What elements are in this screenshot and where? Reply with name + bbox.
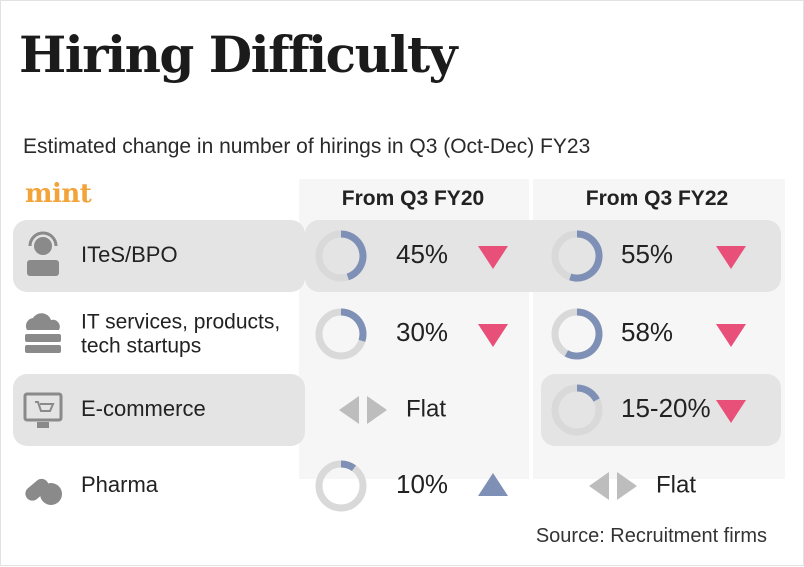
- chart-subtitle: Estimated change in number of hirings in…: [23, 135, 591, 158]
- flat-right-arrow-icon: [617, 472, 637, 500]
- sector-label: IT services, products,: [81, 311, 280, 334]
- monitor-shape: [23, 392, 63, 422]
- head-shape: [34, 237, 52, 255]
- row-highlight: [305, 220, 781, 292]
- sector-label: E-commerce: [81, 396, 206, 421]
- capsule-shape: [25, 478, 49, 501]
- cell-value: 30%: [396, 317, 448, 347]
- ring-fill: [564, 308, 603, 360]
- sector-label: tech startups: [81, 335, 201, 358]
- mint-logo: mint: [25, 179, 92, 209]
- up-arrow-icon: [478, 473, 508, 496]
- ring-track: [315, 460, 367, 512]
- flat-right-arrow-icon: [367, 396, 387, 424]
- ring-fill: [340, 308, 367, 342]
- cell-value: Flat: [406, 395, 446, 422]
- table-row: ITeS/BPO 45% 55%: [13, 220, 781, 292]
- cell-value: 58%: [621, 317, 673, 347]
- down-arrow-icon: [478, 324, 508, 347]
- column-header-fy22: From Q3 FY22: [585, 187, 729, 210]
- source-note: Source: Recruitment firms: [535, 525, 767, 547]
- down-arrow-icon: [716, 246, 746, 269]
- page-title: Hiring Difficulty: [19, 25, 458, 84]
- table-row: Pharma 10% Flat: [25, 460, 696, 512]
- ring-fill: [340, 230, 367, 281]
- pill-shape: [40, 483, 62, 505]
- server-slot: [25, 345, 61, 353]
- cart-shape: [35, 401, 55, 412]
- row-highlight: [13, 374, 305, 446]
- flat-left-arrow-icon: [589, 472, 609, 500]
- cell-value: 55%: [621, 239, 673, 269]
- sector-label: Pharma: [81, 472, 159, 497]
- headset-person-icon: [27, 231, 59, 276]
- laptop-shape: [27, 260, 59, 276]
- ring-fill: [576, 384, 600, 402]
- cell-value: 15-20%: [621, 393, 711, 423]
- server-slot: [25, 334, 61, 342]
- headset-band: [28, 231, 58, 247]
- table-row: IT services, products,tech startups 30% 58…: [25, 308, 746, 360]
- cell-value: 45%: [396, 239, 448, 269]
- ring-fill: [569, 230, 603, 282]
- cloud-server-icon: [25, 313, 61, 353]
- cloud-shape: [25, 313, 60, 330]
- monitor-stand: [37, 422, 49, 428]
- column-header-fy20: From Q3 FY20: [341, 187, 485, 210]
- down-arrow-icon: [478, 246, 508, 269]
- table-row: E-commerce Flat 15-20%: [13, 374, 781, 446]
- down-arrow-icon: [716, 400, 746, 423]
- row-highlight: [541, 374, 781, 446]
- monitor-cart-icon: [23, 392, 63, 428]
- ring-fill: [340, 460, 356, 472]
- flat-left-arrow-icon: [339, 396, 359, 424]
- sector-label: ITeS/BPO: [81, 242, 178, 267]
- cell-value: Flat: [656, 471, 696, 498]
- cell-value: 10%: [396, 469, 448, 499]
- pill-capsule-icon: [25, 478, 62, 505]
- down-arrow-icon: [716, 324, 746, 347]
- row-highlight: [13, 220, 305, 292]
